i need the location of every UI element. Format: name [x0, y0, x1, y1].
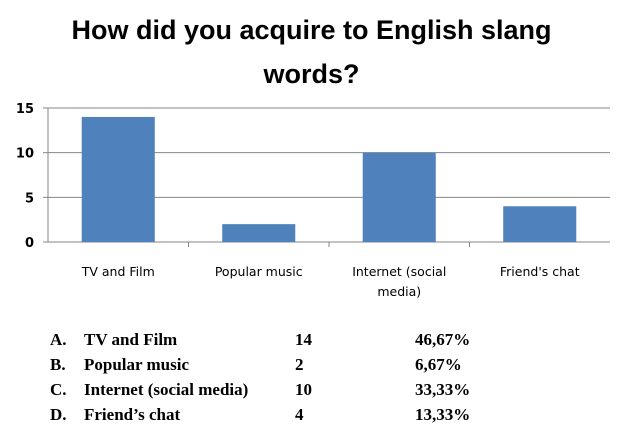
- summary-percent: 6,67%: [415, 355, 462, 374]
- summary-count: 4: [295, 405, 304, 424]
- summary-letter: C.: [50, 380, 67, 399]
- bar: [362, 152, 436, 242]
- y-tick-label: 15: [16, 102, 34, 117]
- summary-percent: 33,33%: [415, 380, 471, 399]
- y-tick-label: 0: [25, 236, 34, 251]
- summary-letter: B.: [50, 355, 66, 374]
- x-tick-label: Friend's chat: [500, 264, 580, 279]
- x-tick-label: Internet (social: [352, 264, 446, 279]
- summary-letter: D.: [50, 405, 67, 424]
- summary-label: Popular music: [84, 355, 190, 374]
- summary-label: Internet (social media): [84, 380, 249, 399]
- chart-title: How did you acquire to English slang wor…: [0, 8, 623, 96]
- y-tick-label: 5: [25, 191, 34, 206]
- summary-label: TV and Film: [84, 330, 178, 349]
- summary-count: 14: [295, 330, 312, 349]
- summary-count: 10: [295, 380, 312, 399]
- bar: [222, 224, 296, 242]
- x-tick-label: TV and Film: [81, 264, 155, 279]
- x-tick-label: media): [377, 284, 421, 299]
- summary-count: 2: [295, 355, 304, 374]
- bar: [81, 116, 155, 242]
- chart-title-line-2: words?: [263, 59, 360, 89]
- summary-letter: A.: [50, 330, 67, 349]
- summary-percent: 13,33%: [415, 405, 471, 424]
- summary-percent: 46,67%: [415, 330, 471, 349]
- summary-label: Friend’s chat: [84, 405, 181, 424]
- x-tick-label: Popular music: [215, 264, 303, 279]
- chart-title-line-1: How did you acquire to English slang: [71, 15, 552, 45]
- y-tick-label: 10: [16, 147, 34, 162]
- bar: [503, 206, 577, 242]
